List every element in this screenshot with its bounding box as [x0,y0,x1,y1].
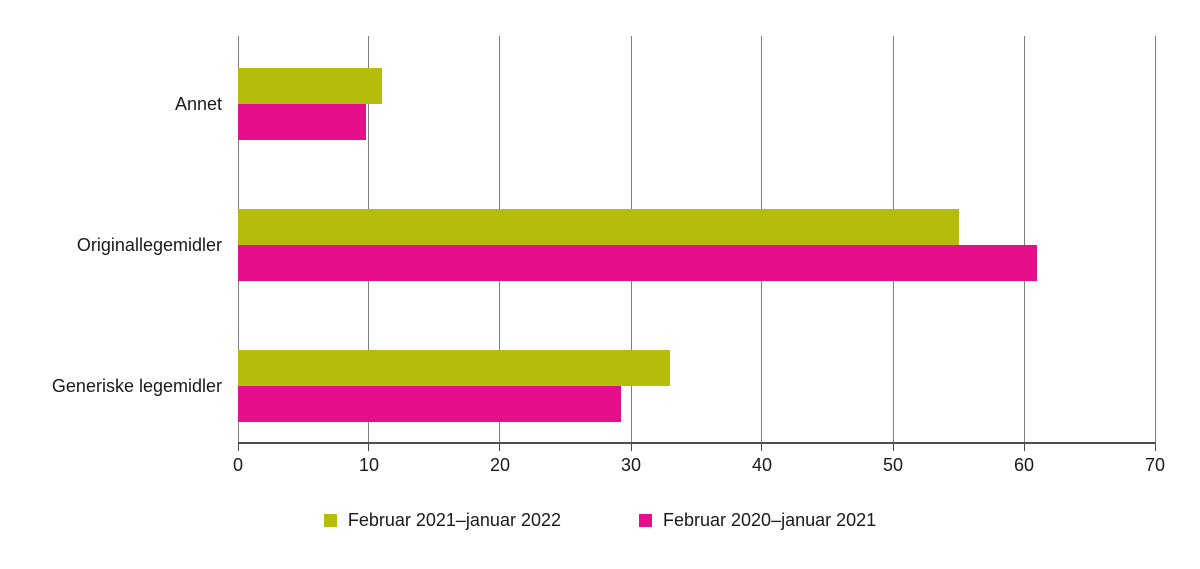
legend-swatch-icon [323,513,337,527]
legend-item: Februar 2020–januar 2021 [639,510,876,530]
x-axis-tick [892,442,894,451]
gridline [1154,36,1156,442]
x-axis-tick-label: 70 [1144,455,1166,475]
x-axis-tick-label: 40 [751,455,773,475]
x-axis-tick-label: 20 [489,455,511,475]
bar-series2 [238,104,367,140]
x-axis-tick [368,442,370,451]
x-axis-tick-label: 0 [232,455,244,475]
x-axis-tick-label: 10 [358,455,380,475]
gridline [1023,36,1025,442]
bar-series1 [238,208,959,245]
category-label: Annet [174,94,222,114]
x-axis-tick [1154,442,1156,451]
x-axis-tick [237,442,239,451]
x-axis-tick [630,442,632,451]
legend: Februar 2021–januar 2022 Februar 2020–jan… [0,504,1200,536]
bar-series2 [238,385,621,422]
x-axis-tick-label: 50 [882,455,904,475]
x-axis-tick [1023,442,1025,451]
bar-series1 [238,68,383,104]
legend-label: Februar 2021–januar 2022 [347,510,561,530]
legend-swatch-icon [639,513,652,527]
category-label: Generiske legemidler [51,375,222,396]
x-axis-tick-label: 30 [620,455,642,475]
bar-series1 [238,349,671,386]
x-axis-tick [761,442,763,451]
x-axis-tick-label: 60 [1013,455,1035,475]
legend-label: Februar 2020–januar 2021 [663,510,877,530]
x-axis-tick [499,442,501,451]
legend-item: Februar 2021–januar 2022 [323,510,561,530]
plot-area: 0 10 20 30 40 50 60 70 [233,36,1165,475]
category-label: Originallegemidler [76,234,222,255]
bar-series2 [238,244,1038,281]
